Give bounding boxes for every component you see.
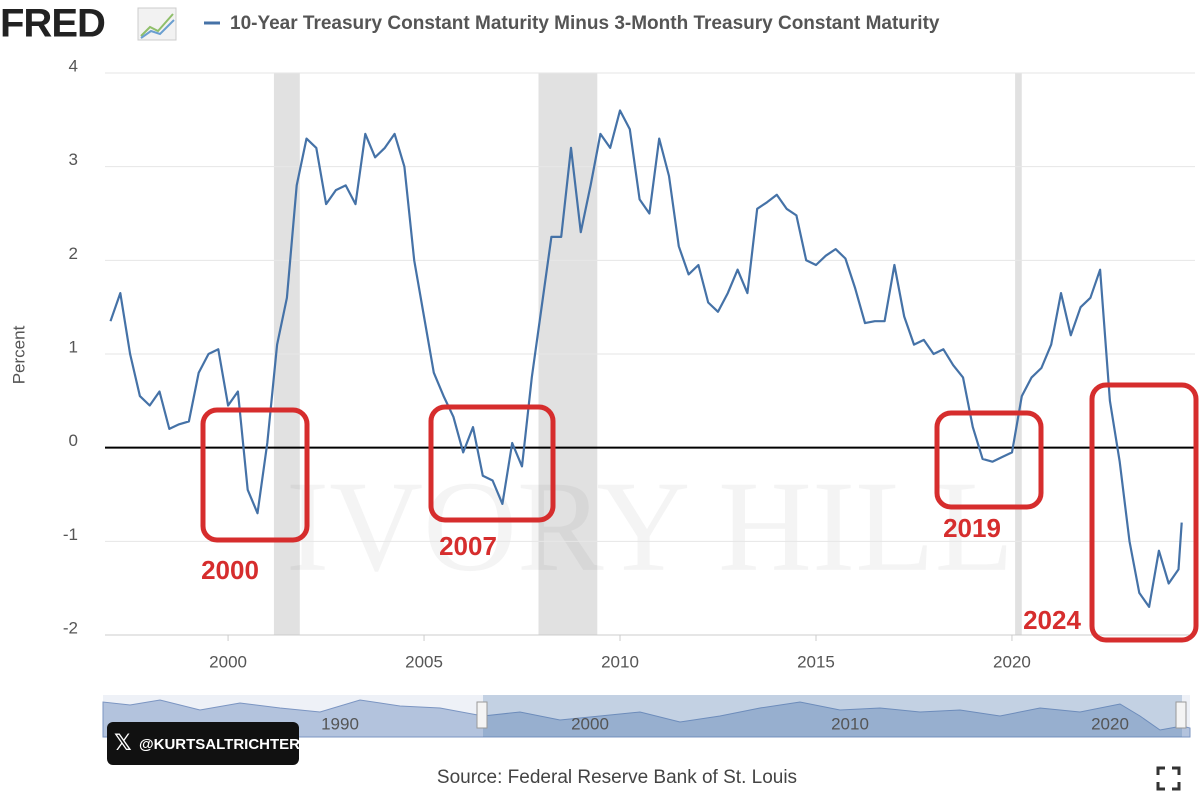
annotation-label: 2024 bbox=[1023, 605, 1081, 635]
navigator-tick-label: 1990 bbox=[321, 714, 359, 733]
annotation-label: 2000 bbox=[201, 555, 259, 585]
y-tick-label: 1 bbox=[69, 337, 78, 356]
y-tick-label: 3 bbox=[69, 150, 78, 169]
logo-icon bbox=[137, 7, 177, 41]
y-tick-label: 2 bbox=[69, 244, 78, 263]
logo: FRED bbox=[0, 2, 105, 46]
annotation-box bbox=[934, 410, 1044, 510]
navigator-tick-label: 2020 bbox=[1091, 714, 1129, 733]
x-logo: 𝕏 bbox=[114, 730, 132, 755]
annotation-box bbox=[1089, 382, 1199, 643]
y-tick-label: 4 bbox=[69, 56, 78, 75]
x-tick-label: 2000 bbox=[209, 652, 247, 671]
credit-handle: @KURTSALTRICHTER bbox=[139, 736, 300, 753]
y-axis-label: Percent bbox=[9, 325, 28, 384]
x-tick-label: 2010 bbox=[601, 652, 639, 671]
source: Source: Federal Reserve Bank of St. Loui… bbox=[437, 767, 797, 788]
plot-area: IVORY HILL bbox=[105, 72, 1195, 636]
x-tick-label: 2020 bbox=[993, 652, 1031, 671]
annotation-box bbox=[200, 407, 310, 543]
watermark: IVORY HILL bbox=[286, 455, 1014, 599]
series-line bbox=[109, 109, 1183, 608]
legend-label: 10-Year Treasury Constant Maturity Minus… bbox=[230, 13, 940, 34]
credit-badge bbox=[107, 722, 299, 765]
annotation-box bbox=[428, 404, 556, 523]
navigator-tick-label: 2000 bbox=[571, 714, 609, 733]
x-tick-label: 2005 bbox=[405, 652, 443, 671]
x-tick-label: 2015 bbox=[797, 652, 835, 671]
annotation-label: 2007 bbox=[439, 531, 497, 561]
fullscreen-button[interactable] bbox=[1156, 766, 1181, 791]
y-tick-label: -1 bbox=[63, 525, 78, 544]
navigator-tick-label: 2010 bbox=[831, 714, 869, 733]
y-tick-label: 0 bbox=[69, 431, 78, 450]
annotation-label: 2019 bbox=[943, 513, 1001, 543]
y-tick-label: -2 bbox=[63, 618, 78, 637]
